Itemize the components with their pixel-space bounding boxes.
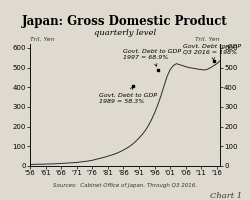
Text: Chart 1: Chart 1 — [210, 192, 242, 200]
Text: Tril. Yen: Tril. Yen — [196, 37, 220, 42]
Text: Tril. Yen: Tril. Yen — [30, 37, 54, 42]
Text: Sources:  Cabinet Office of Japan. Through Q3 2016.: Sources: Cabinet Office of Japan. Throug… — [53, 183, 197, 188]
Text: Govt. Debt to GDP
Q3 2016 = 198%: Govt. Debt to GDP Q3 2016 = 198% — [182, 44, 241, 60]
Text: Govt. Debt to GDP
1989 = 58.3%: Govt. Debt to GDP 1989 = 58.3% — [98, 87, 157, 104]
Text: Govt. Debt to GDP
1997 = 68.9%: Govt. Debt to GDP 1997 = 68.9% — [124, 49, 182, 66]
Text: quarterly level: quarterly level — [94, 29, 156, 37]
Text: Japan: Gross Domestic Product: Japan: Gross Domestic Product — [22, 15, 228, 28]
